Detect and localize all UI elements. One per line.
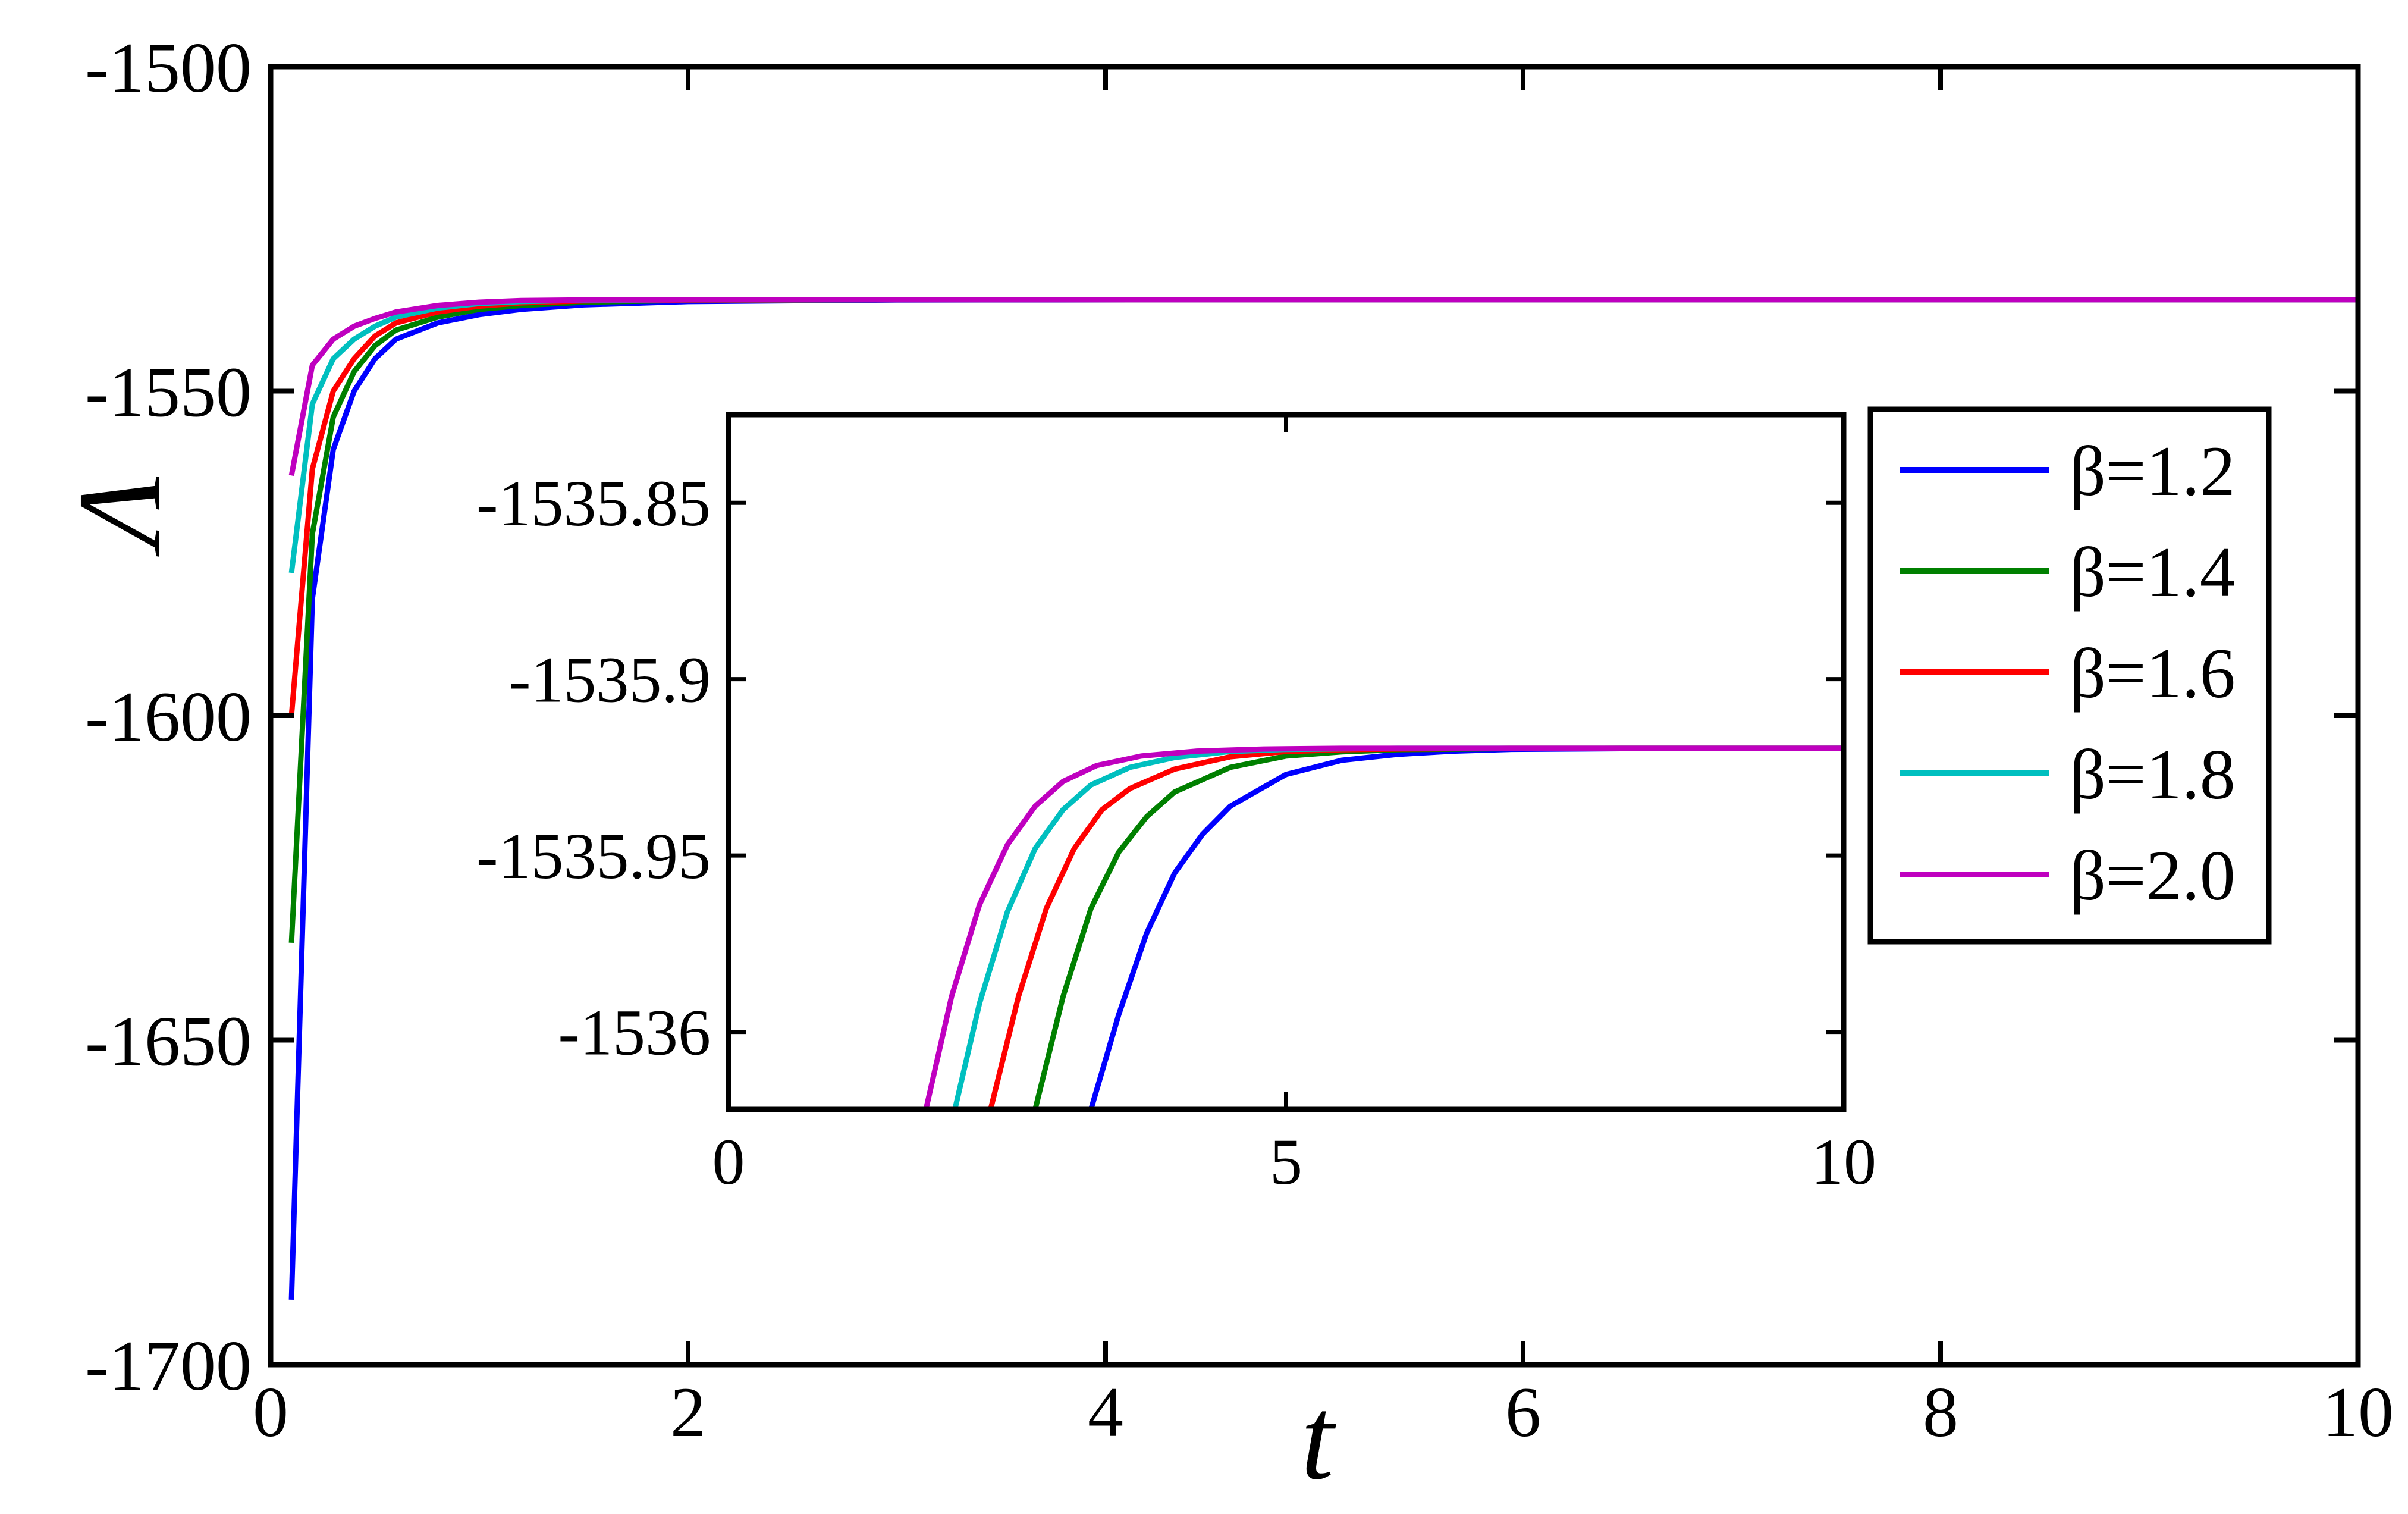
inset-x-tick-label: 5	[1270, 1126, 1302, 1198]
main-y-tick-label: -1650	[85, 1002, 252, 1081]
main-x-tick-label: 2	[670, 1372, 706, 1452]
main-y-tick-label: -1500	[85, 28, 252, 107]
legend-label-1: β=1.4	[2070, 532, 2236, 612]
main-series-lines	[288, 297, 2358, 1300]
legend-box	[1867, 406, 2272, 945]
main-x-tick-label: 0	[253, 1372, 288, 1452]
inset-y-tick-label: -1535.9	[509, 644, 711, 716]
inset-y-tick-label: -1535.95	[476, 820, 711, 892]
legend-label-3: β=1.8	[2070, 735, 2236, 814]
main-x-tick-label: 4	[1088, 1372, 1123, 1452]
legend: β=1.2 β=1.4 β=1.6 β=1.8 β=2.0	[1867, 406, 2272, 945]
main-x-tick-label: 10	[2322, 1372, 2394, 1452]
inset-background	[729, 415, 1844, 1109]
inset-x-tick-label: 10	[1811, 1126, 1876, 1198]
inset-y-tick-label: -1535.85	[476, 467, 711, 540]
legend-label-2: β=1.6	[2070, 634, 2236, 713]
main-x-axis-label: t	[1301, 1373, 1336, 1504]
inset-series-line-4	[923, 745, 1844, 1110]
main-plot: 0 2 4 6 8 10 -1700 -1650 -1600 -1550 -1500 Λ t	[54, 28, 2394, 1504]
main-axis-ticks: 0 2 4 6 8 10 -1700 -1650 -1600 -1550 -1500	[85, 28, 2394, 1452]
inset-axis-ticks: 0 5 10 -1535.85 -1535.9 -1535.95 -1536	[476, 415, 1876, 1198]
legend-label-4: β=2.0	[2070, 836, 2236, 915]
main-y-axis-label: Λ	[54, 476, 186, 557]
main-x-tick-label: 8	[1923, 1372, 1958, 1452]
main-y-tick-label: -1550	[85, 353, 252, 432]
inset-plot: 0 5 10 -1535.85 -1535.9 -1535.95 -1536	[476, 412, 1876, 1198]
inset-x-tick-label: 0	[712, 1126, 745, 1198]
inset-y-tick-label: -1536	[558, 996, 711, 1069]
main-y-tick-label: -1600	[85, 677, 252, 756]
main-x-tick-label: 6	[1505, 1372, 1541, 1452]
legend-label-0: β=1.2	[2070, 431, 2236, 510]
legend-items: β=1.2 β=1.4 β=1.6 β=1.8 β=2.0	[1900, 431, 2236, 915]
main-series-line-4	[288, 297, 2358, 477]
main-y-tick-label: -1700	[85, 1326, 252, 1405]
inset-series-lines	[923, 745, 1844, 1111]
